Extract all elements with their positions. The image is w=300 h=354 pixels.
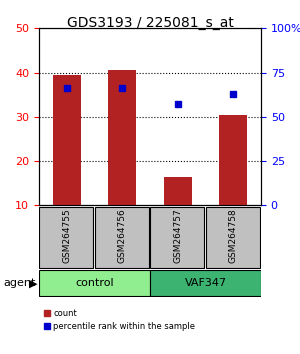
Text: GSM264756: GSM264756 — [118, 209, 127, 263]
Text: VAF347: VAF347 — [184, 278, 226, 288]
Bar — [53, 75, 81, 205]
Text: GSM264758: GSM264758 — [229, 209, 238, 263]
FancyBboxPatch shape — [39, 270, 150, 296]
Bar — [108, 70, 136, 205]
FancyBboxPatch shape — [150, 270, 261, 296]
FancyBboxPatch shape — [94, 207, 149, 268]
Bar — [164, 177, 192, 205]
FancyBboxPatch shape — [39, 207, 93, 268]
Bar — [219, 115, 247, 205]
Legend: count, percentile rank within the sample: count, percentile rank within the sample — [43, 309, 195, 331]
Text: agent: agent — [3, 278, 35, 288]
Text: ▶: ▶ — [28, 278, 37, 288]
Text: control: control — [75, 278, 114, 288]
FancyBboxPatch shape — [150, 207, 204, 268]
Text: GSM264757: GSM264757 — [173, 209, 182, 263]
Text: GSM264755: GSM264755 — [62, 209, 71, 263]
FancyBboxPatch shape — [206, 207, 260, 268]
Text: GDS3193 / 225081_s_at: GDS3193 / 225081_s_at — [67, 16, 233, 30]
